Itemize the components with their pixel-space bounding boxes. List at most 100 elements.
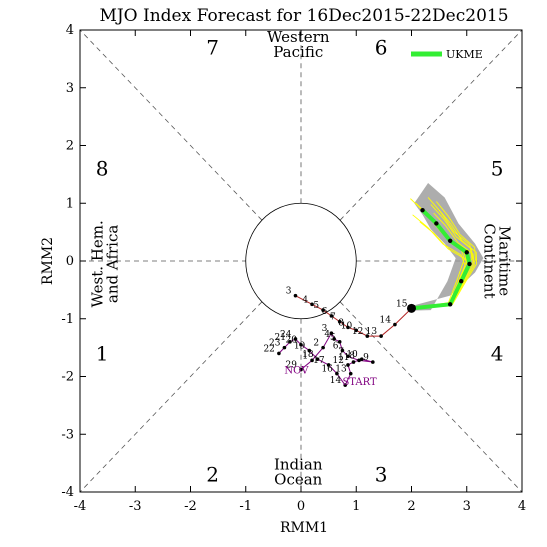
observed-point xyxy=(357,358,361,363)
phase-number: 5 xyxy=(491,157,504,181)
observed-day-label: 6 xyxy=(322,307,328,317)
phase-number: 4 xyxy=(491,341,504,365)
observed-point xyxy=(310,358,314,363)
forecast-point xyxy=(434,221,439,226)
x-tick-label: -2 xyxy=(184,499,197,514)
region-label-line: Pacific xyxy=(273,43,323,61)
observed-day-label: 10 xyxy=(346,350,358,360)
observed-day-label: 24 xyxy=(280,330,292,340)
observed-day-label: 23 xyxy=(269,339,281,349)
forecast-mean-line xyxy=(411,208,472,311)
observed-point xyxy=(293,337,298,341)
x-axis-label: RMM1 xyxy=(280,520,328,536)
region-label-line: Ocean xyxy=(274,470,323,488)
observed-day-label: 7 xyxy=(330,313,336,323)
phase-divider-diagonal xyxy=(79,29,263,221)
month-label: NOV xyxy=(284,366,309,377)
observed-day-label: 18 xyxy=(302,350,314,360)
forecast-point xyxy=(420,207,425,213)
observed-point xyxy=(277,351,281,356)
phase-number: 6 xyxy=(375,35,388,59)
observed-point xyxy=(321,345,325,350)
observed-point xyxy=(329,314,334,318)
region-label-line: West. Hem. xyxy=(88,220,106,307)
y-tick-label: -1 xyxy=(61,312,74,327)
observed-point xyxy=(340,348,345,353)
phase-number: 3 xyxy=(375,463,388,487)
forecast-point xyxy=(467,261,472,267)
region-label: West. Hem.and Africa xyxy=(88,220,121,307)
phase-number: 1 xyxy=(96,341,109,365)
observed-day-label: 8 xyxy=(338,318,344,328)
region-label-line: Western xyxy=(267,28,330,46)
observed-day-label: 4 xyxy=(302,295,308,305)
observed-day-label: 9 xyxy=(363,353,369,363)
observed-day-label: 16 xyxy=(321,365,333,375)
observed-day-label: 3 xyxy=(286,287,292,297)
observed-point xyxy=(365,334,370,338)
observed-point xyxy=(346,363,350,367)
legend-label-ukme: UKME xyxy=(446,48,483,61)
observed-day-label: 11 xyxy=(338,353,349,363)
observed-day-label: 19 xyxy=(294,342,306,352)
forecast-point xyxy=(447,302,453,307)
observed-point xyxy=(346,354,350,359)
observed-day-label: 12 xyxy=(333,356,344,366)
phase-divider-diagonal xyxy=(339,301,523,493)
legend: UKME xyxy=(411,48,483,61)
observed-point xyxy=(332,337,336,341)
y-tick-label: -3 xyxy=(61,427,74,442)
observed-day-label: 15 xyxy=(396,299,408,309)
forecast-point xyxy=(459,279,464,284)
observed-day-label: 17 xyxy=(313,356,325,366)
x-tick-label: -1 xyxy=(239,499,252,514)
observed-day-label: 13 xyxy=(335,365,347,375)
observed-point xyxy=(282,345,287,350)
region-label-line: Maritime xyxy=(496,226,514,296)
observed-day-label: 13 xyxy=(366,327,378,337)
observed-day-label: 7 xyxy=(338,347,344,357)
observed-point xyxy=(321,308,325,312)
observed-day-label: 29 xyxy=(286,361,298,371)
chart-title: MJO Index Forecast for 16Dec2015-22Dec20… xyxy=(99,6,508,26)
x-tick-label: 1 xyxy=(352,499,360,514)
observed-point xyxy=(326,363,331,367)
observed-point xyxy=(307,348,312,353)
unit-circle xyxy=(245,202,357,320)
observed-day-label: 10 xyxy=(341,321,353,331)
forecast-point xyxy=(464,250,469,255)
phase-number: 2 xyxy=(206,463,219,487)
y-tick-label: 0 xyxy=(66,254,74,269)
observed-day-label: 3 xyxy=(322,324,328,334)
observed-point xyxy=(288,340,292,344)
y-tick-label: 4 xyxy=(66,23,74,38)
phase-number: 7 xyxy=(206,35,219,59)
observed-point xyxy=(351,360,356,364)
observed-day-label: 5 xyxy=(313,301,319,311)
ensemble-member-line xyxy=(411,209,478,309)
observed-day-label: 1 xyxy=(302,351,308,361)
y-tick-label: -2 xyxy=(61,370,74,385)
region-label-line: Indian xyxy=(274,455,323,473)
observed-point xyxy=(346,325,350,330)
x-tick-label: 2 xyxy=(407,499,415,514)
observed-day-label: 6 xyxy=(333,342,339,352)
observed-point xyxy=(337,340,342,344)
observed-point xyxy=(329,331,334,335)
y-tick-label: 3 xyxy=(66,81,74,96)
x-tick-label: 4 xyxy=(518,499,526,514)
forecast-point xyxy=(407,303,416,313)
observed-point xyxy=(293,293,298,298)
region-label-line: Continent xyxy=(481,223,499,298)
observed-point xyxy=(310,302,314,307)
observed-day-label: 2 xyxy=(313,339,319,349)
x-tick-label: -3 xyxy=(129,499,142,514)
observed-point xyxy=(315,357,320,361)
observed-day-label: 8 xyxy=(349,351,355,361)
